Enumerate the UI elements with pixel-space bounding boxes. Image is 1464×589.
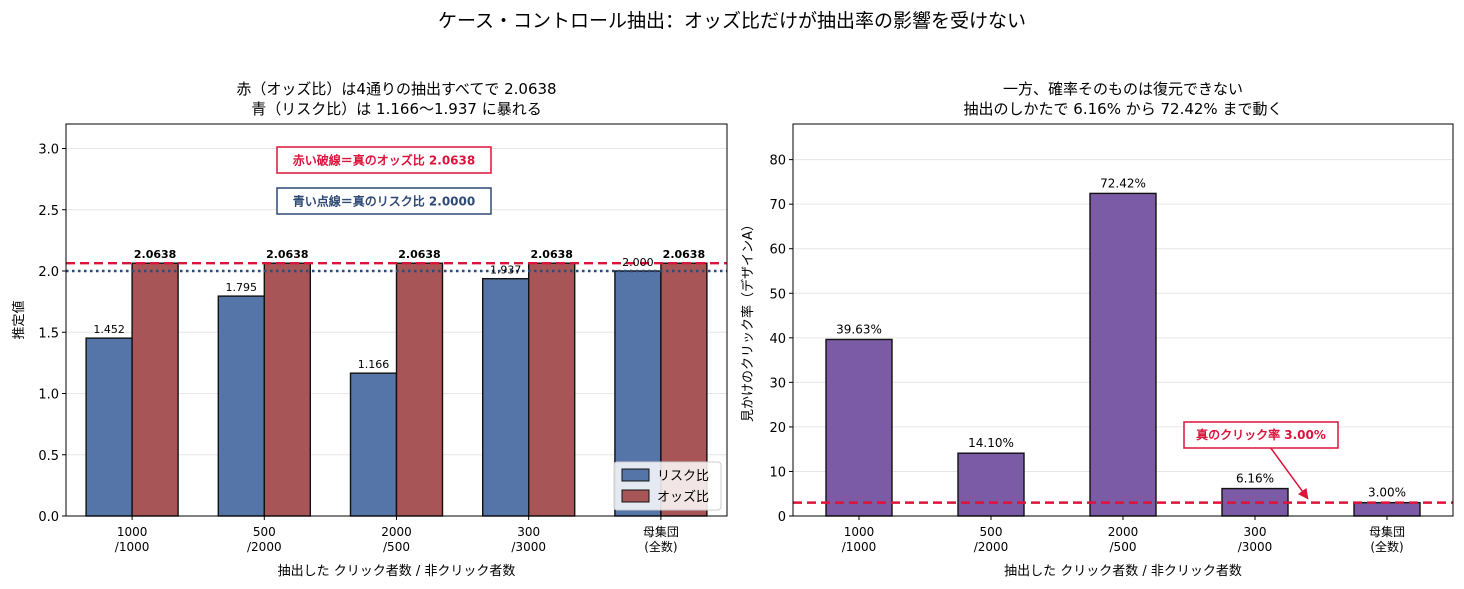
odds-ratio-bar bbox=[131, 262, 179, 517]
x-axis-label: 抽出した クリック者数 / 非クリック者数 bbox=[1004, 564, 1242, 579]
y-tick-label: 0.0 bbox=[38, 510, 59, 525]
y-tick-label: 2.0 bbox=[38, 265, 59, 280]
odds-ratio-value-label: 2.0638 bbox=[530, 248, 572, 261]
chart-title-line-2: 青（リスク比）は 1.166〜1.937 に暴れる bbox=[251, 100, 541, 118]
chart-title-line-2: 抽出のしかたで 6.16% から 72.42% まで動く bbox=[964, 100, 1283, 118]
legend-label: オッズ比 bbox=[657, 489, 709, 505]
x-tick-label: 母集団 bbox=[643, 524, 679, 539]
y-tick-label: 60 bbox=[769, 243, 786, 258]
risk-ratio-note-box bbox=[276, 187, 492, 215]
y-tick-label: 2.5 bbox=[38, 204, 59, 219]
click-rate-value-label: 14.10% bbox=[968, 436, 1014, 450]
x-tick-label: /1000 bbox=[115, 540, 150, 554]
click-rate-value-label: 39.63% bbox=[836, 322, 882, 336]
y-tick-label: 30 bbox=[769, 376, 786, 391]
y-axis-label: 推定値 bbox=[11, 300, 27, 339]
click-rate-value-label: 3.00% bbox=[1368, 486, 1406, 500]
odds-ratio-bar bbox=[263, 262, 311, 517]
y-tick-label: 10 bbox=[769, 465, 786, 480]
odds-ratio-value-label: 2.0638 bbox=[398, 248, 440, 261]
y-tick-label: 0 bbox=[778, 510, 786, 525]
x-tick-label: /3000 bbox=[1238, 540, 1273, 554]
legend-swatch bbox=[621, 468, 650, 482]
x-tick-label: (全数) bbox=[1370, 539, 1403, 554]
x-tick-label: 500 bbox=[980, 525, 1003, 539]
odds-ratio-bar bbox=[528, 262, 576, 517]
risk-ratio-note: 青い点線＝真のリスク比 2.0000 bbox=[293, 194, 476, 209]
risk-ratio-bar bbox=[85, 337, 133, 517]
x-tick-label: 1000 bbox=[117, 525, 148, 539]
x-tick-label: /500 bbox=[383, 540, 410, 554]
x-tick-label: 500 bbox=[253, 525, 276, 539]
odds-ratio-value-label: 2.0638 bbox=[663, 248, 705, 261]
risk-ratio-bar bbox=[482, 278, 530, 517]
right-chart: 39.63% 14.10% 72.42% 6.16% 3.00% 0 10 20 30 40 50 6… bbox=[740, 80, 1454, 579]
click-rate-bar bbox=[1089, 192, 1157, 517]
chart-title-line-1: 赤（オッズ比）は4通りの抽出すべてで 2.0638 bbox=[236, 80, 556, 98]
annotation-arrow bbox=[1269, 446, 1309, 500]
click-rate-bar bbox=[1353, 501, 1421, 517]
chart-title-line-1: 一方、確率そのものは復元できない bbox=[1003, 80, 1243, 98]
y-tick-label: 50 bbox=[769, 287, 786, 302]
y-tick-label: 20 bbox=[769, 421, 786, 436]
y-tick-label: 1.5 bbox=[38, 326, 59, 341]
risk-ratio-value-label: 1.937 bbox=[490, 264, 522, 277]
click-rate-bar bbox=[957, 452, 1025, 517]
x-tick-label: 母集団 bbox=[1369, 524, 1405, 539]
x-tick-label: 1000 bbox=[844, 525, 875, 539]
y-tick-label: 80 bbox=[769, 154, 786, 169]
x-tick-label: (全数) bbox=[644, 539, 677, 554]
odds-ratio-value-label: 2.0638 bbox=[266, 248, 308, 261]
x-tick-label: /500 bbox=[1110, 540, 1137, 554]
y-axis-label: 見かけのクリック率（デザインA） bbox=[740, 218, 756, 422]
risk-ratio-value-label: 2.000 bbox=[622, 256, 654, 269]
x-tick-label: /2000 bbox=[247, 540, 282, 554]
risk-ratio-value-label: 1.795 bbox=[226, 281, 258, 294]
x-tick-label: 2000 bbox=[1108, 525, 1139, 539]
click-rate-bar bbox=[825, 338, 893, 517]
risk-ratio-bar bbox=[349, 372, 398, 517]
risk-ratio-value-label: 1.452 bbox=[93, 323, 125, 336]
odds-ratio-note-box bbox=[276, 146, 492, 174]
x-tick-label: /2000 bbox=[974, 540, 1009, 554]
y-tick-label: 3.0 bbox=[38, 143, 59, 158]
odds-ratio-value-label: 2.0638 bbox=[134, 248, 176, 261]
x-tick-label: 300 bbox=[1244, 525, 1267, 539]
click-rate-value-label: 6.16% bbox=[1236, 472, 1274, 486]
true-click-rate-note: 真のクリック率 3.00% bbox=[1196, 427, 1326, 442]
risk-ratio-value-label: 1.166 bbox=[358, 358, 390, 371]
left-chart: 1.452 1.795 1.166 1.937 2.000 2.0638 2.0638 2.0… bbox=[11, 80, 728, 579]
true-click-rate-note-box bbox=[1183, 421, 1339, 449]
click-rate-value-label: 72.42% bbox=[1100, 176, 1146, 190]
x-axis-label: 抽出した クリック者数 / 非クリック者数 bbox=[278, 564, 516, 579]
odds-ratio-bar bbox=[395, 262, 444, 517]
odds-ratio-note: 赤い破線＝真のオッズ比 2.0638 bbox=[293, 153, 476, 168]
legend-swatch bbox=[621, 489, 650, 503]
x-tick-label: /1000 bbox=[842, 540, 877, 554]
risk-ratio-bar bbox=[217, 295, 266, 517]
y-tick-label: 70 bbox=[769, 198, 786, 213]
figure-title: ケース・コントロール抽出：オッズ比だけが抽出率の影響を受けない bbox=[438, 10, 1026, 32]
y-tick-label: 0.5 bbox=[38, 449, 59, 464]
x-tick-label: /3000 bbox=[511, 540, 546, 554]
x-tick-label: 2000 bbox=[381, 525, 412, 539]
legend-label: リスク比 bbox=[657, 469, 709, 484]
y-tick-label: 1.0 bbox=[38, 388, 59, 403]
x-tick-label: 300 bbox=[517, 525, 540, 539]
y-tick-label: 40 bbox=[769, 332, 786, 347]
